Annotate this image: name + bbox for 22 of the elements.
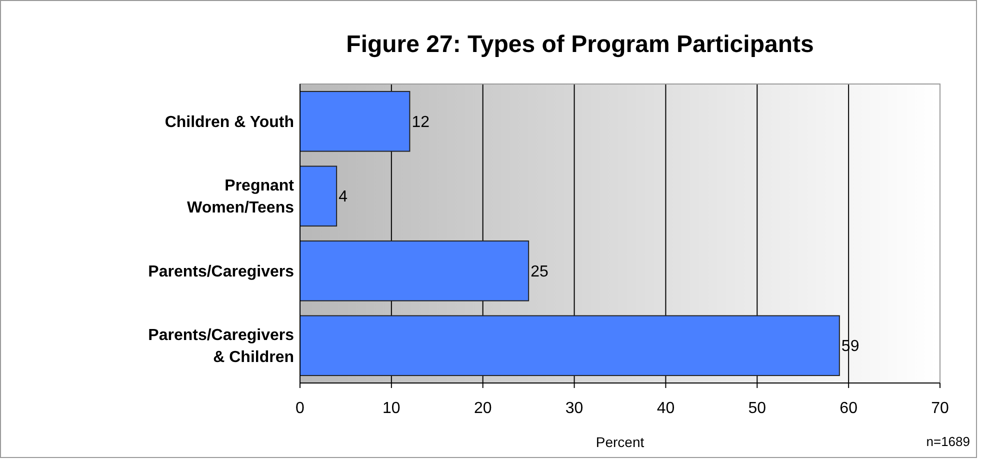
bar [300,90,410,152]
bar [300,166,338,227]
data-label: 12 [412,114,430,131]
data-label: 4 [338,188,348,206]
x-tick-label: 0 [296,400,305,417]
bar [300,315,840,376]
x-tick-label: 60 [840,400,858,417]
x-tick-label: 40 [656,400,675,417]
x-tick-label: 70 [931,400,949,417]
x-tick-label: 20 [474,400,492,417]
x-tick-label: 10 [382,400,400,417]
x-tick-label: 50 [748,400,766,417]
x-tick-label: 30 [565,400,584,417]
y-tick-label: Parents/Caregivers & Children [148,327,294,366]
data-label: 25 [530,263,548,280]
y-tick-label: Parents/Caregivers [148,263,294,280]
y-tick-label: Pregnant Women/Teens [187,178,295,217]
text: n=1689 [926,434,970,449]
x-axis-title: Percent [596,434,644,450]
bar [300,240,530,302]
y-tick-label: Children & Youth [164,114,294,131]
chart-title: Figure 27: Types of Program Participants [346,31,814,58]
